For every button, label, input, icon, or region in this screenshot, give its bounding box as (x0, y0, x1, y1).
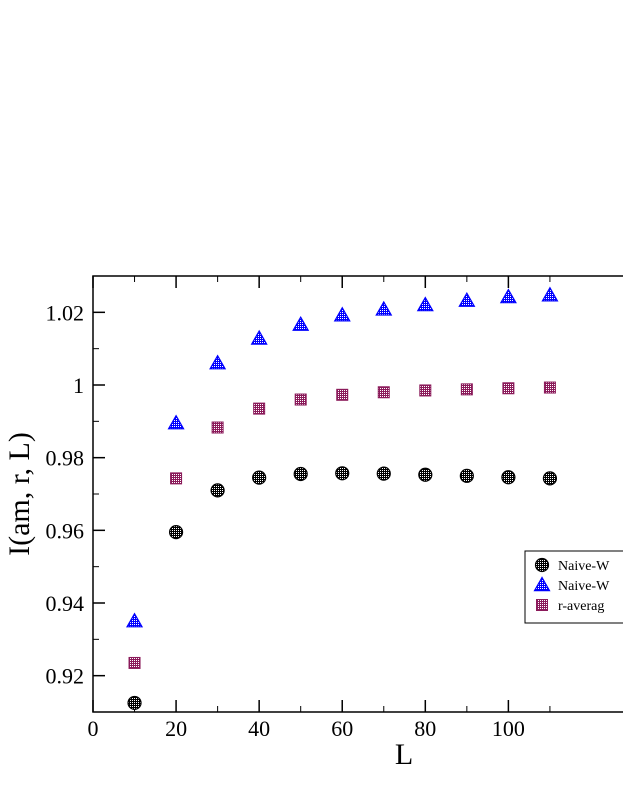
legend-marker-square (536, 599, 548, 611)
data-point-square (170, 472, 183, 485)
data-point-square (419, 384, 432, 397)
legend-marker-circle (534, 557, 550, 573)
data-point-circle (335, 466, 350, 481)
legend-label: Naive-W (558, 579, 610, 594)
y-tick-label: 0.94 (46, 591, 85, 616)
data-point-circle (501, 470, 516, 485)
legend-label: r-averag (558, 599, 604, 614)
data-point-circle (252, 470, 267, 485)
x-tick-label: 60 (331, 716, 353, 741)
data-point-triangle (333, 306, 351, 322)
x-axis-label: L (395, 738, 413, 771)
data-point-circle (459, 468, 474, 483)
data-point-circle (168, 525, 184, 540)
x-tick-label: 100 (492, 716, 525, 741)
legend-items: Naive-W Naive-W r-averag (533, 557, 610, 614)
data-point-triangle (209, 354, 227, 370)
data-point-triangle (499, 288, 517, 304)
data-point-triangle (416, 296, 434, 312)
plot-frame (92, 275, 623, 713)
ticks-layer (92, 276, 551, 712)
data-point-square (460, 383, 473, 396)
data-point-triangle (167, 414, 185, 430)
data-point-triangle (292, 315, 310, 331)
data-point-triangle (250, 329, 268, 345)
data-point-square (377, 386, 390, 399)
data-point-triangle (375, 300, 393, 316)
data-point-circle (127, 695, 142, 711)
y-tick-label: 0.96 (46, 518, 85, 543)
legend-label: Naive-W (558, 559, 610, 574)
data-point-circle (376, 466, 391, 481)
x-tick-label: 0 (88, 716, 99, 741)
data-point-square (294, 393, 307, 406)
x-tick-label: 20 (165, 716, 187, 741)
data-point-square (502, 382, 515, 395)
y-tick-label: 1 (73, 373, 84, 398)
data-point-square (336, 388, 349, 401)
legend: Naive-W Naive-W r-averag (524, 550, 623, 624)
legend-marker-triangle (533, 576, 551, 592)
x-tick-label: 80 (414, 716, 436, 741)
y-tick-label: 1.02 (46, 300, 85, 325)
y-tick-label: 0.98 (46, 446, 85, 471)
series-circle (127, 466, 558, 711)
data-point-triangle (126, 612, 144, 628)
data-point-square (128, 656, 141, 669)
data-point-circle (542, 471, 558, 486)
data-point-circle (293, 466, 308, 482)
data-point-triangle (541, 286, 559, 302)
data-point-square (211, 421, 224, 434)
data-point-circle (210, 483, 225, 498)
tick-labels-layer: 0 20 40 60 80 100 0.92 0.94 0.96 0.98 1 1.02 (46, 300, 525, 741)
data-point-triangle (458, 291, 476, 307)
data-point-square (253, 402, 266, 415)
series-triangle (126, 286, 559, 628)
x-tick-label: 40 (248, 716, 270, 741)
y-axis-label: I(am, r, L) (3, 432, 36, 556)
data-point-square (543, 381, 556, 394)
data-point-circle (418, 467, 433, 482)
y-tick-label: 0.92 (46, 664, 85, 689)
points-layer (126, 286, 559, 711)
series-square (128, 381, 556, 669)
